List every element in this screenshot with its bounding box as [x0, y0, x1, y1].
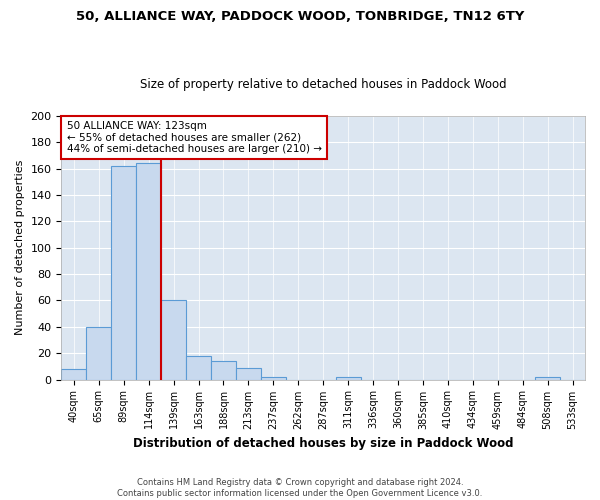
- Bar: [211, 361, 236, 380]
- Bar: [111, 166, 136, 380]
- Bar: [535, 377, 560, 380]
- Bar: [136, 164, 161, 380]
- Text: 50 ALLIANCE WAY: 123sqm
← 55% of detached houses are smaller (262)
44% of semi-d: 50 ALLIANCE WAY: 123sqm ← 55% of detache…: [67, 121, 322, 154]
- Bar: [186, 356, 211, 380]
- Bar: [335, 377, 361, 380]
- Y-axis label: Number of detached properties: Number of detached properties: [15, 160, 25, 336]
- Title: Size of property relative to detached houses in Paddock Wood: Size of property relative to detached ho…: [140, 78, 506, 91]
- X-axis label: Distribution of detached houses by size in Paddock Wood: Distribution of detached houses by size …: [133, 437, 514, 450]
- Text: 50, ALLIANCE WAY, PADDOCK WOOD, TONBRIDGE, TN12 6TY: 50, ALLIANCE WAY, PADDOCK WOOD, TONBRIDG…: [76, 10, 524, 23]
- Bar: [86, 327, 111, 380]
- Bar: [61, 369, 86, 380]
- Bar: [261, 377, 286, 380]
- Text: Contains HM Land Registry data © Crown copyright and database right 2024.
Contai: Contains HM Land Registry data © Crown c…: [118, 478, 482, 498]
- Bar: [236, 368, 261, 380]
- Bar: [161, 300, 186, 380]
